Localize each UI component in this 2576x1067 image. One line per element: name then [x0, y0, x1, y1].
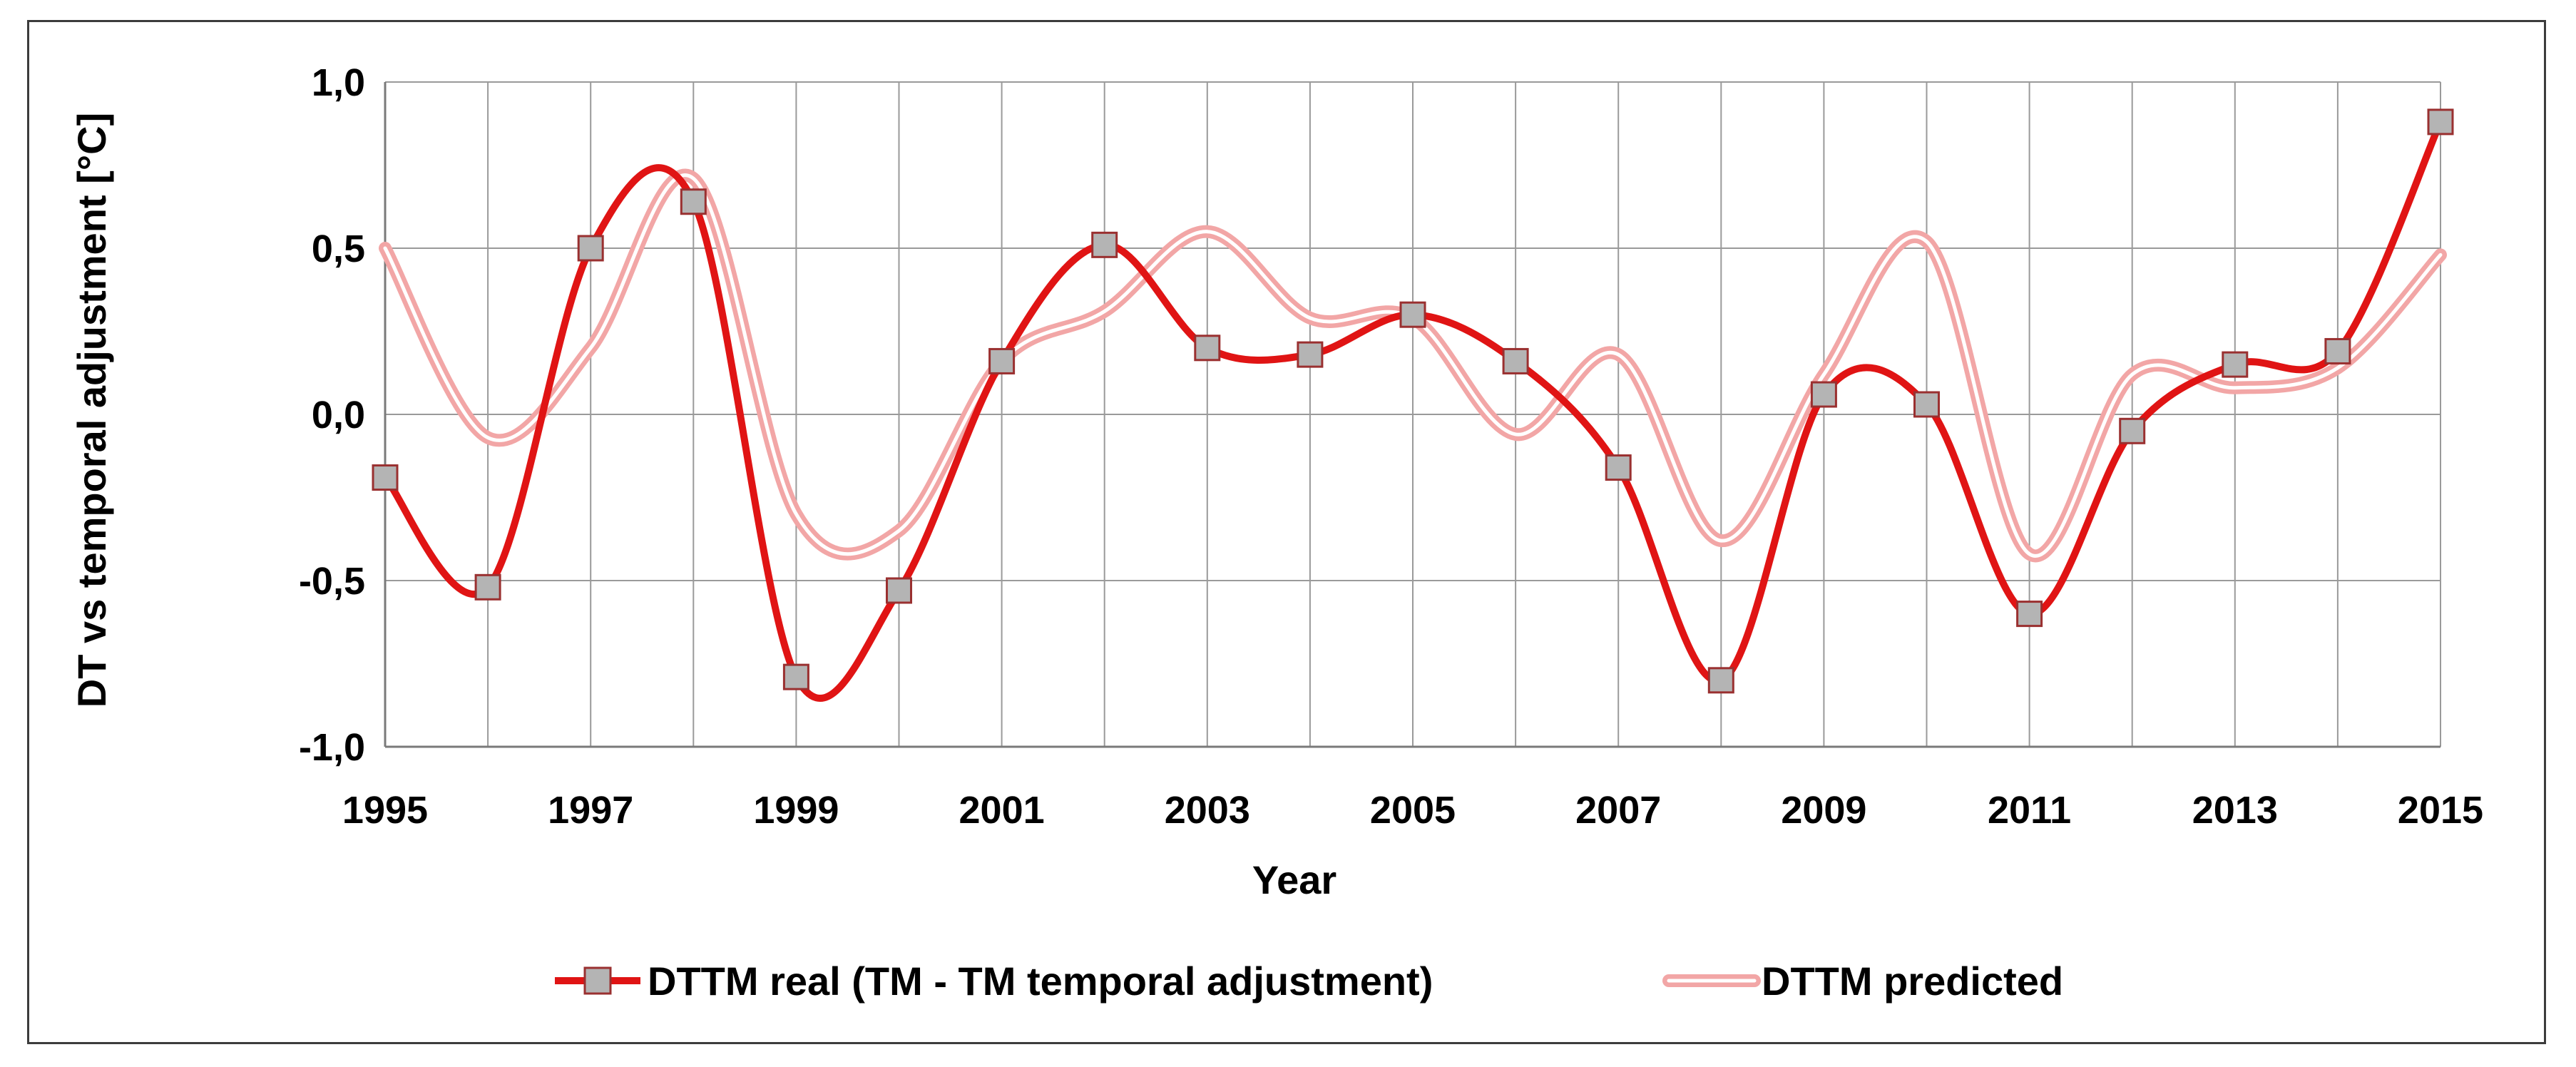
- real-point-2002: [1091, 231, 1118, 258]
- real-point-2015: [2427, 108, 2454, 136]
- real-point-2000: [886, 577, 912, 604]
- real-point-1996: [474, 573, 501, 601]
- x-tick-label: 2007: [1575, 789, 1661, 832]
- x-tick-label: 1995: [342, 789, 428, 832]
- real-point-1995: [372, 464, 399, 491]
- x-tick-label: 2013: [2192, 789, 2278, 832]
- real-point-2003: [1194, 335, 1221, 362]
- x-tick-label: 2003: [1165, 789, 1250, 832]
- y-tick-label: 0,0: [312, 394, 365, 436]
- y-axis-title: DT vs temporal adjustment [°C]: [69, 113, 114, 708]
- real-point-2009: [1810, 381, 1837, 408]
- real-point-2008: [1707, 667, 1734, 694]
- x-tick-label: 1997: [548, 789, 633, 832]
- chart-frame: [27, 20, 2546, 1044]
- legend: DTTM real (TM - TM temporal adjustment) …: [555, 959, 2063, 1004]
- legend-predicted-label: DTTM predicted: [1762, 959, 2063, 1004]
- x-axis-title: Year: [1252, 857, 1336, 902]
- real-point-2014: [2324, 337, 2351, 364]
- x-tick-label: 2015: [2398, 789, 2483, 832]
- x-tick-label: 2011: [1988, 789, 2071, 832]
- axes: [384, 82, 2440, 748]
- real-point-2013: [2222, 351, 2249, 378]
- x-tick-label: 1999: [753, 789, 839, 832]
- y-tick-label: 1,0: [312, 61, 365, 104]
- x-tick-label: 2009: [1781, 789, 1866, 832]
- real-point-2004: [1297, 341, 1324, 368]
- tick-labels: 1,0 0,5 0,0 -0,5 -1,0 1995 1997 1999 2001 2003 200…: [299, 61, 2483, 832]
- real-point-2012: [2119, 417, 2146, 444]
- real-point-1999: [782, 663, 809, 690]
- y-tick-label: -0,5: [299, 560, 365, 603]
- data-markers: [372, 108, 2454, 694]
- legend-real-marker: [583, 966, 612, 995]
- real-point-2011: [2016, 601, 2043, 628]
- real-point-2005: [1399, 301, 1426, 328]
- real-point-1997: [577, 235, 604, 262]
- real-point-2006: [1502, 347, 1529, 374]
- y-tick-label: 0,5: [312, 228, 365, 270]
- x-tick-label: 2001: [959, 789, 1045, 832]
- x-tick-label: 2005: [1370, 789, 1456, 832]
- y-tick-label: -1,0: [299, 726, 365, 769]
- real-point-2010: [1913, 391, 1940, 418]
- legend-real-label: DTTM real (TM - TM temporal adjustment): [648, 959, 1433, 1004]
- real-point-2001: [988, 347, 1016, 374]
- real-point-2007: [1605, 454, 1632, 481]
- real-point-1998: [680, 188, 707, 215]
- series-predicted-line-inner: [383, 173, 2443, 558]
